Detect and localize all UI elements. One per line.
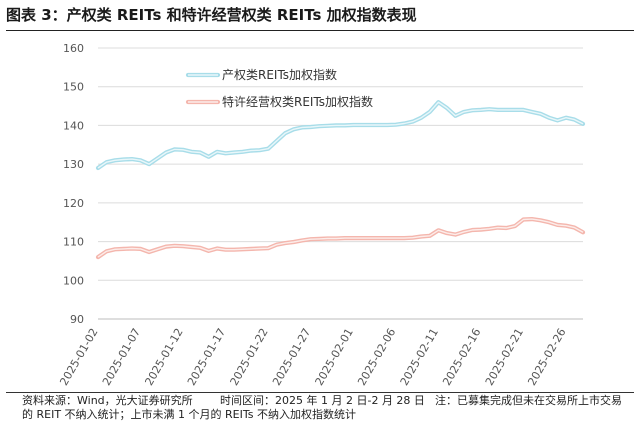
- y-tick-label: 90: [70, 313, 84, 326]
- x-tick-label: 2025-01-12: [142, 326, 185, 388]
- x-tick-label: 2025-01-02: [57, 326, 100, 388]
- x-tick-label: 2025-02-11: [398, 326, 441, 388]
- x-tick-label: 2025-02-21: [483, 326, 526, 388]
- y-tick-label: 150: [63, 81, 84, 94]
- title-divider: [6, 30, 634, 31]
- y-axis-ticks: 90 100 110 120 130 140 150 160: [63, 42, 84, 326]
- x-tick-label: 2025-01-07: [100, 326, 143, 388]
- x-axis-ticks: 2025-01-02 2025-01-07 2025-01-12 2025-01-17…: [57, 326, 568, 388]
- legend-label: 产权类REITs加权指数: [222, 67, 337, 82]
- footer-divider: [6, 392, 634, 393]
- legend-label: 特许经营权类REITs加权指数: [222, 94, 373, 109]
- x-tick-label: 2025-01-22: [228, 326, 271, 388]
- x-tick-label: 2025-02-26: [525, 326, 568, 388]
- x-tick-label: 2025-02-16: [440, 326, 483, 388]
- y-tick-label: 110: [63, 236, 84, 249]
- x-tick-label: 2025-01-27: [270, 326, 313, 388]
- y-tick-label: 120: [63, 197, 84, 210]
- x-tick-label: 2025-02-06: [355, 326, 398, 388]
- period-note: 时间区间：2025 年 1 月 2 日-2 月 28 日: [220, 394, 425, 407]
- x-tick-label: 2025-02-01: [313, 326, 356, 388]
- series-lines: [95, 100, 586, 260]
- gridlines: [98, 47, 583, 320]
- x-tick-label: 2025-01-17: [185, 326, 228, 388]
- chart-footnote: 资料来源：Wind，光大证券研究所 时间区间：2025 年 1 月 2 日-2 月…: [22, 394, 622, 422]
- series-line-1: [95, 100, 586, 171]
- series-line-highlight-2: [97, 218, 584, 258]
- y-tick-label: 130: [63, 158, 84, 171]
- footnote: 注：已募集完成但未在交易所上市交易的 REIT 不纳入统计；上市未满 1 个月的…: [22, 394, 622, 421]
- y-tick-label: 160: [63, 42, 84, 55]
- figure-title: 图表 3：产权类 REITs 和特许经营权类 REITs 加权指数表现: [6, 6, 417, 24]
- y-tick-label: 140: [63, 119, 84, 132]
- series-line-highlight-1: [97, 101, 584, 169]
- y-tick-label: 100: [63, 274, 84, 287]
- source-note: 资料来源：Wind，光大证券研究所: [22, 394, 193, 407]
